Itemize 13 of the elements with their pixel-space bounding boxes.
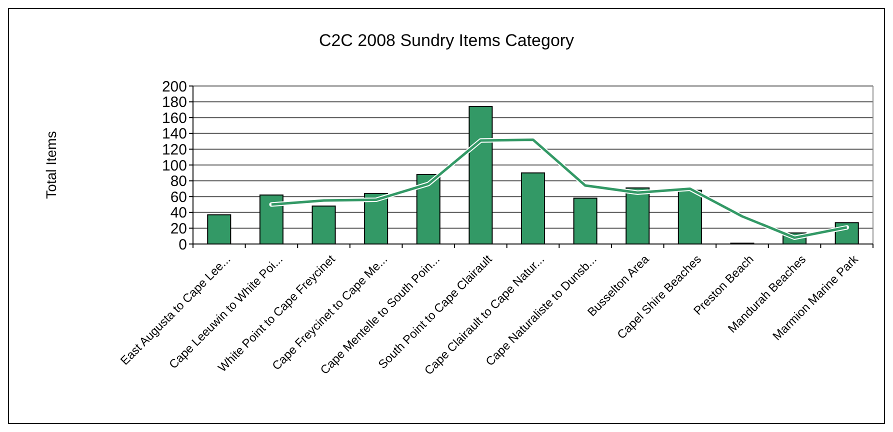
chart-title: C2C 2008 Sundry Items Category bbox=[318, 31, 575, 50]
y-tick-label: 160 bbox=[162, 110, 187, 127]
y-tick-label: 0 bbox=[178, 236, 187, 254]
y-tick-label: 140 bbox=[162, 126, 187, 143]
y-tick-label: 40 bbox=[170, 204, 187, 222]
y-tick-label: 60 bbox=[170, 188, 187, 206]
y-tick-label: 100 bbox=[162, 157, 187, 174]
y-tick-label: 200 bbox=[162, 78, 187, 96]
y-tick-label: 180 bbox=[162, 94, 187, 112]
y-axis-title: Total Items bbox=[43, 131, 59, 199]
y-tick-label: 120 bbox=[162, 141, 187, 158]
y-tick-label: 20 bbox=[170, 220, 187, 238]
y-tick-label: 80 bbox=[170, 173, 187, 190]
